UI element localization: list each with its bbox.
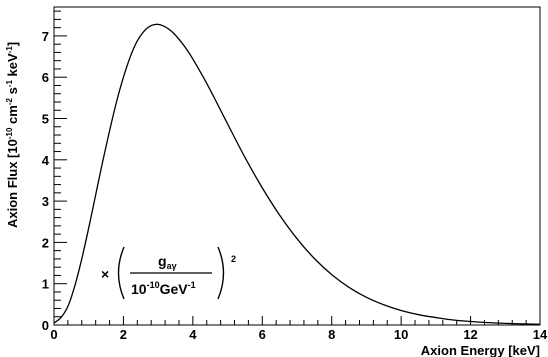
annotation-right-paren	[217, 246, 225, 300]
x-tick-label: 14	[533, 327, 548, 342]
x-tick-label: 4	[189, 327, 197, 342]
y-axis-tick-labels: 0 1 2 3 4 5 6 7	[42, 29, 50, 333]
plot-frame	[53, 6, 541, 326]
y-tick-label: 6	[42, 70, 49, 85]
y-axis-title-end: ]	[5, 42, 20, 46]
y-tick-label: 4	[42, 153, 50, 168]
y-axis-title-part2: cm	[5, 105, 20, 127]
y-tick-label: 5	[42, 112, 49, 127]
y-tick-label: 0	[42, 318, 49, 333]
y-axis-title-exp3: -1	[5, 80, 14, 88]
x-tick-label: 8	[328, 327, 335, 342]
annotation-denominator-unit-exp: -1	[188, 280, 196, 290]
y-tick-label: 1	[42, 277, 49, 292]
x-tick-label: 6	[259, 327, 266, 342]
annotation-numerator: gaγ	[158, 253, 177, 271]
annotation-times: ×	[101, 266, 109, 282]
annotation-denominator-base: 10	[131, 281, 147, 297]
annotation-denominator-unit: GeV	[160, 281, 189, 297]
annotation-power: 2	[231, 254, 236, 264]
y-axis-title-part4: keV	[5, 53, 20, 80]
y-tick-label: 2	[42, 235, 49, 250]
annotation-left-paren	[117, 246, 125, 300]
annotation-numerator-g: g	[158, 253, 167, 269]
annotation-denominator-exp: -10	[147, 280, 160, 290]
y-axis-title-part1: Axion Flux [10	[5, 139, 20, 228]
series-line	[53, 23, 541, 325]
y-axis-title-part3: s	[5, 87, 20, 98]
y-axis-title-exp2: -2	[5, 98, 14, 106]
x-tick-label: 0	[50, 327, 57, 342]
x-tick-label: 2	[120, 327, 127, 342]
y-axis-ticks	[54, 10, 67, 326]
y-tick-label: 7	[42, 29, 49, 44]
x-tick-label: 10	[394, 327, 408, 342]
annotation-denominator: 10-10GeV-1	[131, 280, 196, 297]
y-tick-label: 3	[42, 194, 49, 209]
annotation-numerator-sub: aγ	[167, 261, 177, 271]
coupling-annotation: × gaγ 10-10GeV-1 2	[101, 246, 236, 300]
x-axis-tick-labels: 0 2 4 6 8 10 12 14	[50, 327, 548, 342]
y-axis-title: Axion Flux [10-10 cm-2 s-1 keV-1]	[5, 42, 20, 228]
y-axis-title-exp4: -1	[5, 46, 14, 54]
x-axis-ticks	[53, 316, 541, 325]
x-axis-title: Axion Energy [keV]	[421, 343, 540, 357]
y-axis-title-exp1: -10	[5, 127, 14, 139]
x-tick-label: 12	[463, 327, 477, 342]
